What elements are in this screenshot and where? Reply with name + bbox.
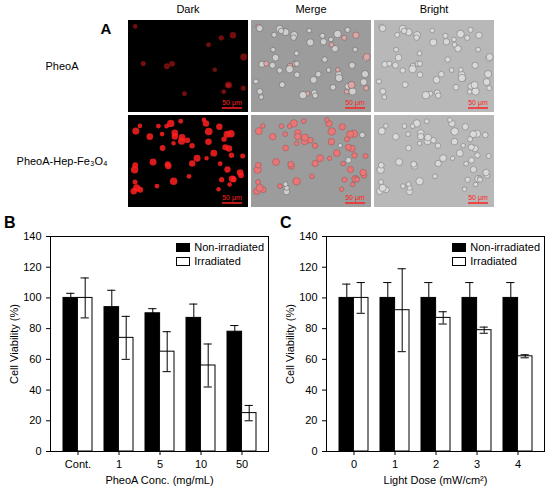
svg-text:PheoA-Hep-Fe₃O₄: PheoA-Hep-Fe₃O₄ <box>17 155 108 167</box>
svg-text:0: 0 <box>311 445 317 457</box>
svg-text:100: 100 <box>23 291 41 303</box>
svg-text:100: 100 <box>299 291 317 303</box>
svg-text:2: 2 <box>433 458 439 470</box>
svg-text:PheoA Conc. (mg/mL): PheoA Conc. (mg/mL) <box>105 474 213 486</box>
html-text:Non-irradiated: Non-irradiated <box>470 241 540 253</box>
svg-text:60: 60 <box>305 353 317 365</box>
svg-text:120: 120 <box>23 261 41 273</box>
svg-text:Cell Viability (%): Cell Viability (%) <box>8 304 20 384</box>
svg-text:0: 0 <box>351 458 357 470</box>
svg-text:3: 3 <box>474 458 480 470</box>
svg-text:80: 80 <box>305 322 317 334</box>
svg-text:20: 20 <box>305 414 317 426</box>
svg-text:80: 80 <box>29 322 41 334</box>
html-text:Irradiated: Irradiated <box>194 255 241 267</box>
svg-text:40: 40 <box>305 384 317 396</box>
svg-text:50 μm: 50 μm <box>222 99 242 107</box>
svg-text:140: 140 <box>23 230 41 242</box>
svg-text:PheoA: PheoA <box>45 60 79 72</box>
svg-text:120: 120 <box>299 261 317 273</box>
svg-text:0: 0 <box>35 445 41 457</box>
html-text:C: C <box>280 214 292 231</box>
html-text:B: B <box>4 214 16 231</box>
svg-text:Merge: Merge <box>295 3 326 15</box>
svg-text:40: 40 <box>29 384 41 396</box>
svg-text:50 μm: 50 μm <box>222 194 242 202</box>
svg-text:140: 140 <box>299 230 317 242</box>
svg-text:Cont.: Cont. <box>65 458 91 470</box>
svg-text:1: 1 <box>116 458 122 470</box>
svg-text:A: A <box>101 20 112 37</box>
svg-text:50 μm: 50 μm <box>468 194 488 202</box>
svg-text:5: 5 <box>157 458 163 470</box>
svg-text:1: 1 <box>392 458 398 470</box>
svg-text:50 μm: 50 μm <box>345 194 365 202</box>
svg-text:50 μm: 50 μm <box>345 99 365 107</box>
html-text:Non-irradiated: Non-irradiated <box>194 241 264 253</box>
html-text:Irradiated: Irradiated <box>470 255 517 267</box>
svg-text:50: 50 <box>236 458 248 470</box>
svg-text:60: 60 <box>29 353 41 365</box>
svg-text:50 μm: 50 μm <box>468 99 488 107</box>
svg-text:10: 10 <box>195 458 207 470</box>
svg-text:Cell Viability (%): Cell Viability (%) <box>284 304 296 384</box>
svg-text:20: 20 <box>29 414 41 426</box>
svg-text:Bright: Bright <box>420 3 449 15</box>
svg-text:Light Dose (mW/cm²): Light Dose (mW/cm²) <box>384 474 488 486</box>
svg-text:Dark: Dark <box>176 3 200 15</box>
svg-text:4: 4 <box>515 458 521 470</box>
